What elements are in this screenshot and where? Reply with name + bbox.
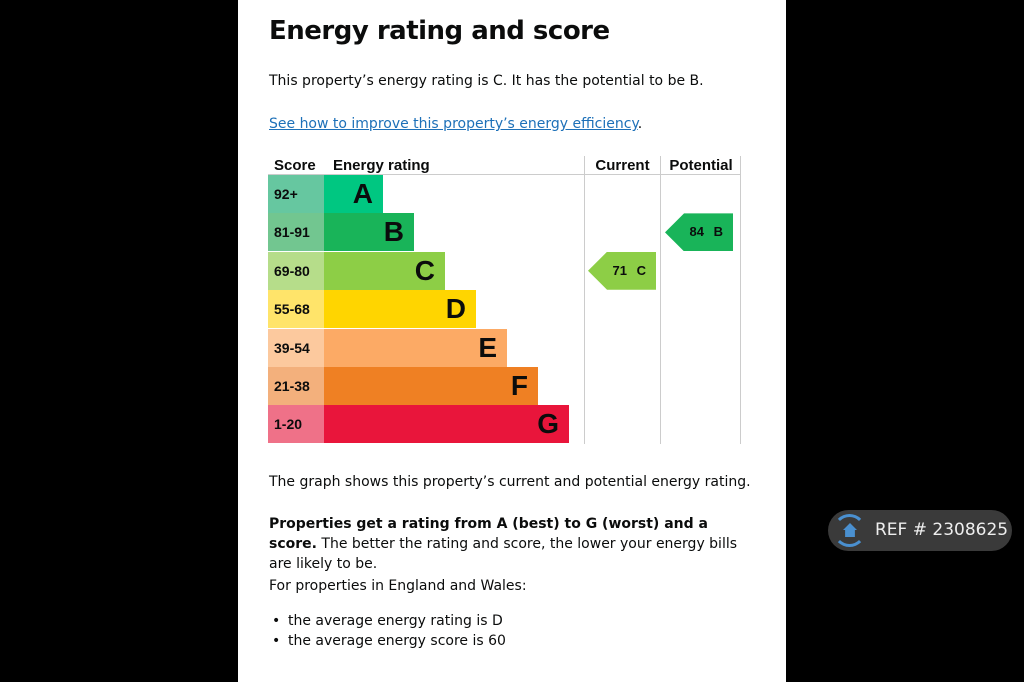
band-bar-g: G — [324, 405, 569, 444]
refresh-ring-icon — [833, 514, 866, 547]
score-range-d: 55-68 — [268, 290, 324, 329]
energy-rating-chart: Score Energy rating Current Potential 92… — [268, 156, 741, 444]
score-range-a: 92+ — [268, 175, 324, 213]
rest-text: The better the rating and score, the low… — [269, 536, 738, 572]
ref-number: REF # 2308625 — [875, 520, 1009, 540]
rating-explanation: Properties get a rating from A (best) to… — [269, 514, 749, 574]
period: . — [637, 116, 643, 132]
list-item: the average energy rating is D — [269, 611, 506, 631]
score-range-g: 1-20 — [268, 405, 324, 444]
graph-text: The graph shows this property’s current … — [269, 474, 751, 490]
score-range-f: 21-38 — [268, 367, 324, 405]
header-potential: Potential — [661, 156, 741, 175]
band-bar-a: A — [324, 175, 383, 213]
improve-paragraph: See how to improve this property’s energ… — [269, 114, 642, 134]
potential-rating-arrow: 84 B — [665, 213, 733, 252]
band-bar-f: F — [324, 367, 538, 405]
page-title: Energy rating and score — [269, 16, 610, 46]
averages-list: the average energy rating is D the avera… — [269, 611, 506, 651]
score-range-b: 81-91 — [268, 213, 324, 252]
header-score: Score — [268, 156, 324, 175]
bold-text: Properties get a rating from A (best) to… — [269, 516, 708, 552]
band-bar-e: E — [324, 328, 507, 367]
improve-link[interactable]: See how to improve this property’s energ… — [269, 116, 638, 132]
home-icon — [843, 523, 857, 537]
band-bar-b: B — [324, 213, 414, 252]
score-range-c: 69-80 — [268, 251, 324, 290]
header-rating: Energy rating — [324, 156, 584, 175]
band-bar-d: D — [324, 290, 476, 329]
score-range-e: 39-54 — [268, 328, 324, 367]
band-bar-c: C — [324, 251, 445, 290]
header-current: Current — [584, 156, 661, 175]
list-item: the average energy score is 60 — [269, 631, 506, 651]
divider — [740, 156, 741, 444]
divider — [584, 156, 585, 444]
current-rating-arrow: 71 C — [588, 251, 656, 290]
ref-badge: REF # 2308625 — [828, 510, 1012, 551]
intro-text: This property’s energy rating is C. It h… — [269, 73, 704, 89]
divider — [660, 156, 661, 444]
england-text: For properties in England and Wales: — [269, 578, 527, 594]
content-panel: Energy rating and score This property’s … — [238, 0, 786, 682]
